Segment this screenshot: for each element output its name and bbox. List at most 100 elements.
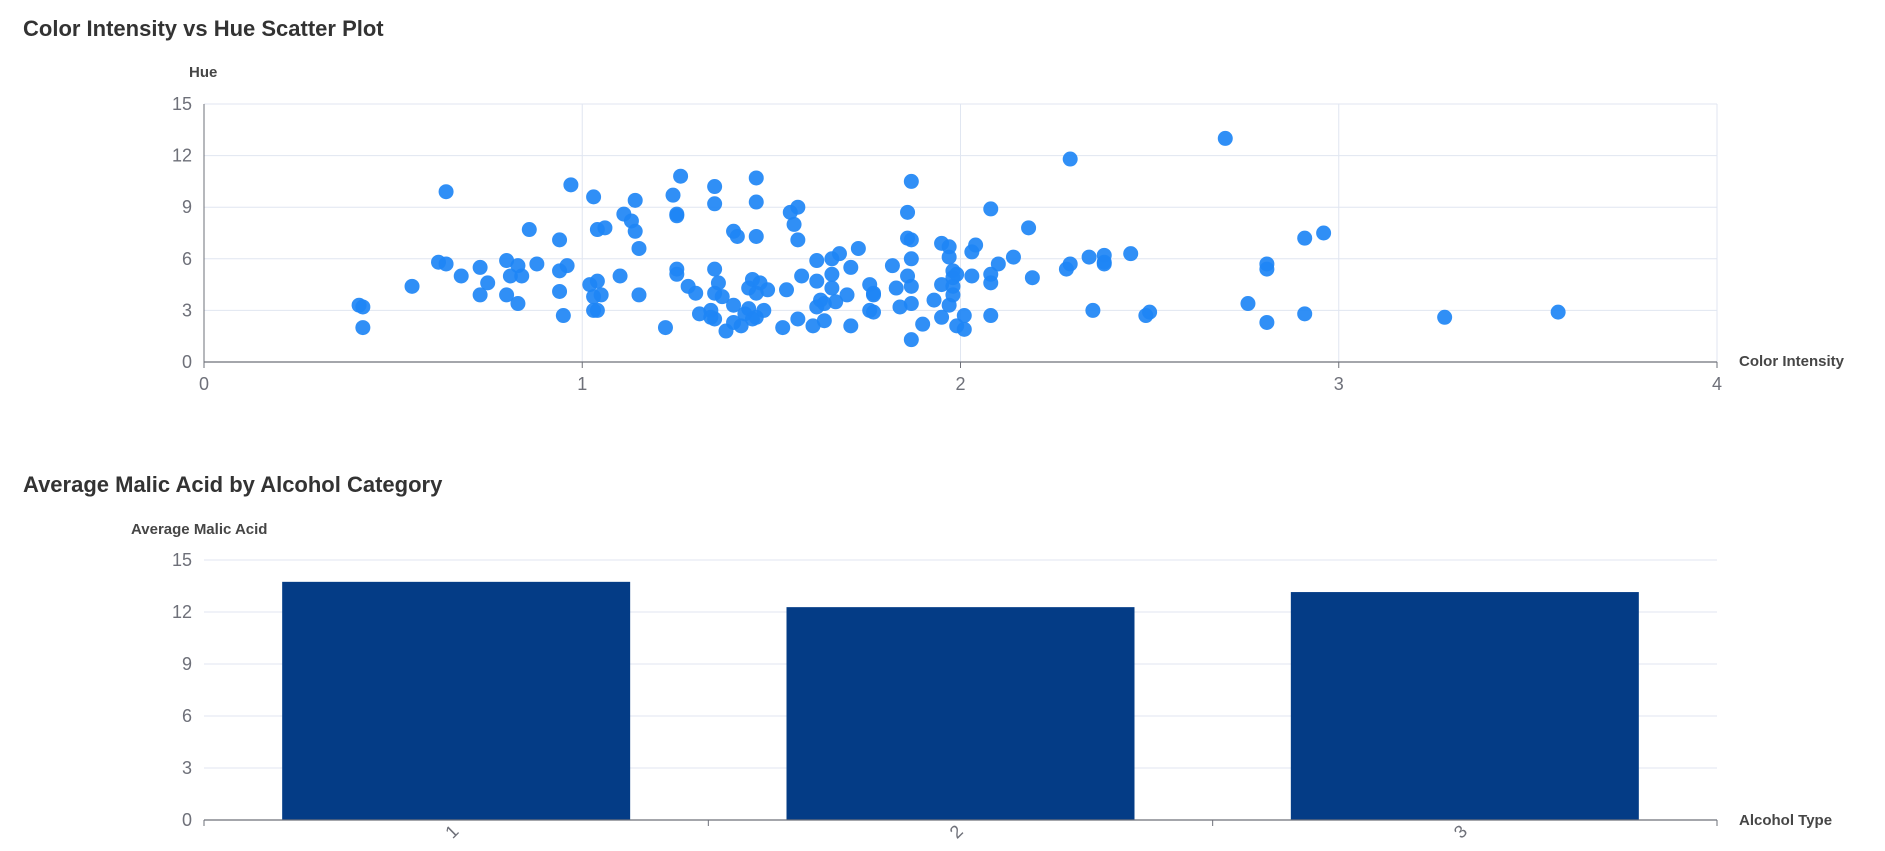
scatter-point: [726, 297, 742, 313]
scatter-point: [850, 240, 866, 256]
scatter-point: [1217, 130, 1233, 146]
scatter-point: [631, 287, 647, 303]
scatter-point: [990, 256, 1006, 272]
scatter-point: [903, 251, 919, 267]
scatter-point: [555, 308, 571, 324]
scatter-point: [355, 299, 371, 315]
scatter-y-tick-label: 15: [172, 94, 192, 114]
scatter-point: [941, 239, 957, 255]
scatter-point: [983, 201, 999, 217]
scatter-point: [453, 268, 469, 284]
scatter-point: [1085, 302, 1101, 318]
scatter-point: [597, 220, 613, 236]
scatter-point: [816, 296, 832, 312]
scatter-point: [790, 311, 806, 327]
scatter-point: [563, 177, 579, 193]
scatter-point: [1297, 306, 1313, 322]
scatter-point: [900, 204, 916, 220]
scatter-point: [627, 223, 643, 239]
scatter-point: [748, 228, 764, 244]
scatter-point: [438, 184, 454, 200]
scatter-x-axis-title: Color Intensity: [1739, 353, 1845, 370]
bar: [282, 581, 631, 820]
scatter-point: [748, 194, 764, 210]
scatter-point: [665, 187, 681, 203]
scatter-point: [934, 277, 950, 293]
scatter-point: [589, 273, 605, 289]
scatter-point: [941, 249, 957, 265]
scatter-point: [657, 320, 673, 336]
scatter-point: [779, 282, 795, 298]
scatter-point: [552, 232, 568, 248]
scatter-point: [892, 299, 908, 315]
scatter-point: [786, 216, 802, 232]
bar-chart-title: Average Malic Acid by Alcohol Category: [23, 472, 443, 497]
scatter-point: [1316, 225, 1332, 241]
scatter-point: [1062, 256, 1078, 272]
scatter-y-tick-label: 0: [182, 352, 192, 372]
bar-y-tick-label: 12: [172, 602, 192, 622]
scatter-point: [510, 296, 526, 312]
scatter-point: [1021, 220, 1037, 236]
scatter-point: [839, 287, 855, 303]
scatter-point: [707, 179, 723, 195]
bar-chart-panel: Average Malic Acid by Alcohol Category 0…: [0, 457, 1885, 851]
scatter-point: [903, 173, 919, 189]
scatter-y-tick-label: 9: [182, 197, 192, 217]
scatter-point: [1123, 246, 1139, 262]
scatter-point: [688, 285, 704, 301]
scatter-point: [866, 304, 882, 320]
scatter-point: [593, 287, 609, 303]
scatter-point: [824, 280, 840, 296]
scatter-point: [1062, 151, 1078, 167]
bar-y-tick-label: 6: [182, 706, 192, 726]
scatter-point: [903, 296, 919, 312]
scatter-point: [866, 287, 882, 303]
scatter-point: [514, 268, 530, 284]
scatter-chart-title: Color Intensity vs Hue Scatter Plot: [23, 16, 384, 41]
scatter-point: [809, 273, 825, 289]
scatter-point: [915, 316, 931, 332]
scatter-y-axis-title: Hue: [189, 64, 217, 81]
scatter-point: [756, 302, 772, 318]
scatter-point: [480, 275, 496, 291]
scatter-point: [903, 278, 919, 294]
scatter-point: [903, 332, 919, 348]
scatter-point: [521, 222, 537, 238]
scatter-point: [956, 321, 972, 337]
scatter-point: [794, 268, 810, 284]
scatter-point: [790, 199, 806, 215]
scatter-point: [707, 261, 723, 277]
scatter-point: [903, 232, 919, 248]
scatter-point: [964, 268, 980, 284]
scatter-point: [586, 189, 602, 205]
scatter-y-tick-label: 3: [182, 300, 192, 320]
scatter-point: [949, 266, 965, 282]
scatter-point: [1024, 270, 1040, 286]
scatter-point: [612, 268, 628, 284]
scatter-point: [733, 318, 749, 334]
bar-x-tick-label: 1: [441, 821, 462, 842]
scatter-point: [816, 313, 832, 329]
bar-y-tick-label: 3: [182, 758, 192, 778]
scatter-point: [828, 294, 844, 310]
scatter-point: [669, 208, 685, 224]
scatter-point: [809, 253, 825, 269]
scatter-point: [1142, 304, 1158, 320]
scatter-point: [589, 302, 605, 318]
scatter-point: [1297, 230, 1313, 246]
bar: [1290, 592, 1639, 820]
scatter-point: [355, 320, 371, 336]
scatter-point: [843, 259, 859, 275]
scatter-point: [1259, 314, 1275, 330]
bar-y-tick-label: 9: [182, 654, 192, 674]
scatter-point: [805, 318, 821, 334]
scatter-x-tick-label: 0: [199, 374, 209, 394]
scatter-point: [529, 256, 545, 272]
scatter-point: [1437, 309, 1453, 325]
scatter-x-tick-label: 1: [577, 374, 587, 394]
scatter-point: [956, 308, 972, 324]
scatter-point: [843, 318, 859, 334]
